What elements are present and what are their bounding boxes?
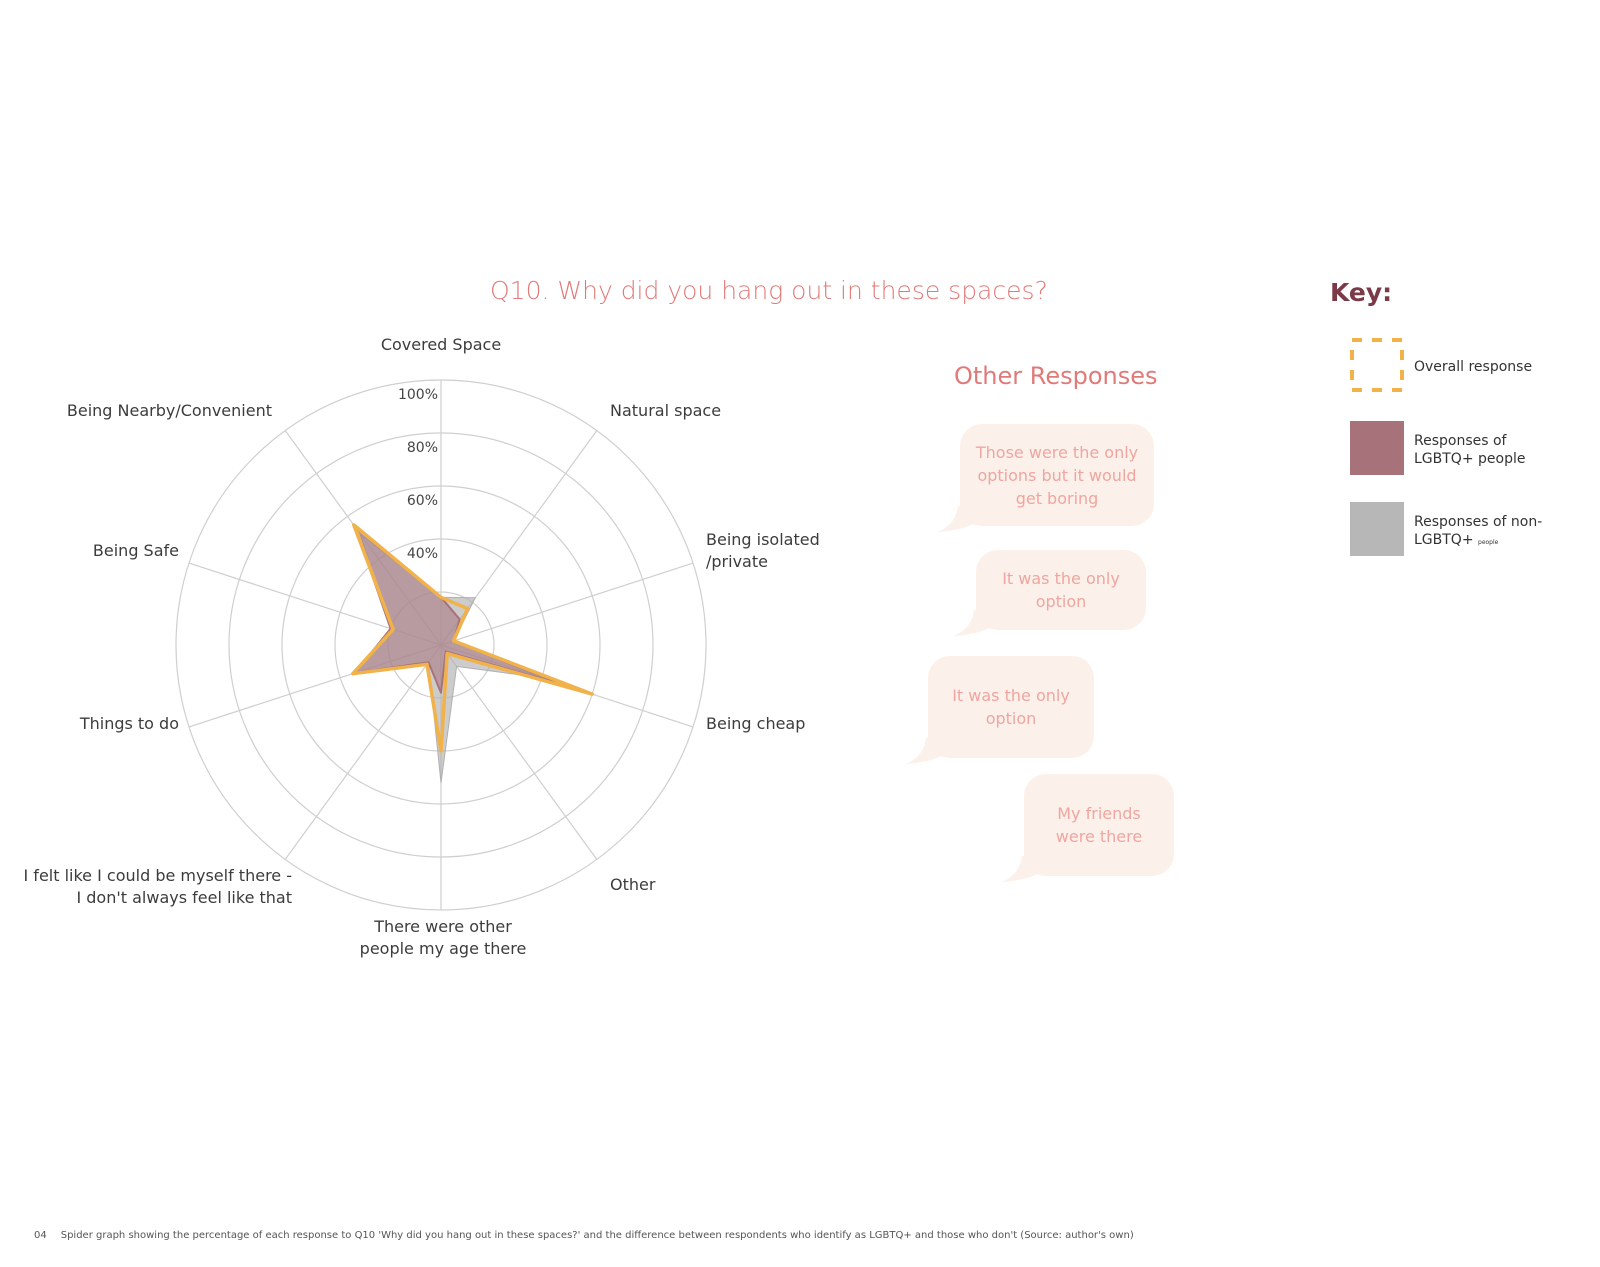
bubble-tail [1002,856,1048,882]
radar-axis-labels: Covered Space Natural space Being isolated… [24,335,820,958]
response-text: It was the only option [1002,569,1120,611]
axis-label: Being cheap [706,714,805,733]
axis-label: I felt like I could be myself there -I d… [24,866,293,907]
lgbt-responses-swatch [1350,421,1404,475]
axis-label: There were other people my age there [360,917,527,958]
key-overall-label: Overall response [1414,359,1533,375]
bubble-tail [954,610,1000,636]
series-overall-area [351,523,594,753]
response-text: It was the only option [952,686,1070,728]
bubble-tail [906,738,952,764]
tick-label: 60% [407,493,438,509]
axis-label: Things to do [79,714,179,733]
bubble-tail [938,506,984,532]
key-title: Key: [1330,278,1393,307]
axis-label: Natural space [610,401,721,420]
non-lgbt-responses-swatch [1350,502,1404,556]
grid-spoke [284,644,442,860]
axis-label: Other [610,875,656,894]
other-responses-title: Other Responses [954,362,1158,390]
axis-label: Covered Space [381,335,501,354]
tick-label: 80% [407,440,438,456]
tick-label: 40% [407,546,438,562]
radar-ticks: 40% 60% 80% 100% [398,387,438,562]
chart-title: Q10. Why did you hang out in these space… [490,276,1048,305]
grid-spoke [440,562,694,646]
response-text: My friends were there [1055,804,1143,846]
radar-chart: 40% 60% 80% 100% Covered Space Natural space… [24,335,820,958]
figure-caption: 04 Spider graph showing the percentage of… [34,1230,1134,1241]
grid-spoke [440,644,598,860]
response-bubble: My friends were there [1002,774,1174,882]
overall-response-swatch [1350,338,1404,392]
radar-series [351,523,594,784]
response-text: Those were the only options but it would… [975,442,1139,508]
tick-label: 100% [398,387,438,403]
axis-label: Being Safe [93,541,179,560]
key-non-lgbt-label: Responses of non- LGBTQ+ people [1414,514,1543,548]
axis-label: Being Nearby/Convenient [67,401,272,420]
response-bubble: It was the only option [906,656,1094,764]
response-bubble: It was the only option [954,550,1146,636]
key-lgbt-label: Responses of LGBTQ+ people [1414,433,1526,467]
response-bubble: Those were the only options but it would… [938,424,1154,532]
axis-label: Being isolated/private [706,530,820,571]
